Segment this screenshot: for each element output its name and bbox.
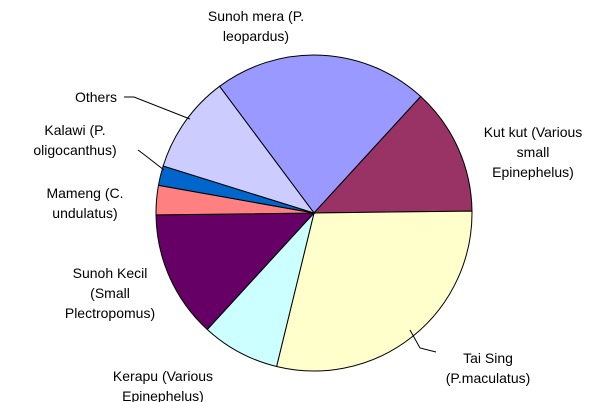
slice-label: Tai Sing (P.maculatus) xyxy=(445,350,531,386)
pie-slice xyxy=(312,95,473,214)
pie-slice xyxy=(155,212,316,331)
slice-label: Kut kut (Various small Epinephelus) xyxy=(483,124,583,180)
slice-label: Others xyxy=(74,89,117,105)
slices xyxy=(155,54,473,372)
pie-slice xyxy=(275,210,473,372)
slice-label: Sunoh mera (P. leopardus) xyxy=(207,8,305,44)
slice-label: Sunoh Kecil (Small Plectropomus) xyxy=(64,265,156,321)
leader-line xyxy=(137,149,165,171)
pie-slice xyxy=(162,85,316,214)
leader-line xyxy=(124,96,191,120)
slice-label: Kerapu (Various Epinephelus) xyxy=(112,368,214,402)
leader-line xyxy=(409,329,437,353)
pie-slice xyxy=(218,54,422,214)
slice-label: Mameng (C. undulatus) xyxy=(46,185,124,221)
slice-label: Kalawi (P. oligocanthus) xyxy=(33,122,117,158)
